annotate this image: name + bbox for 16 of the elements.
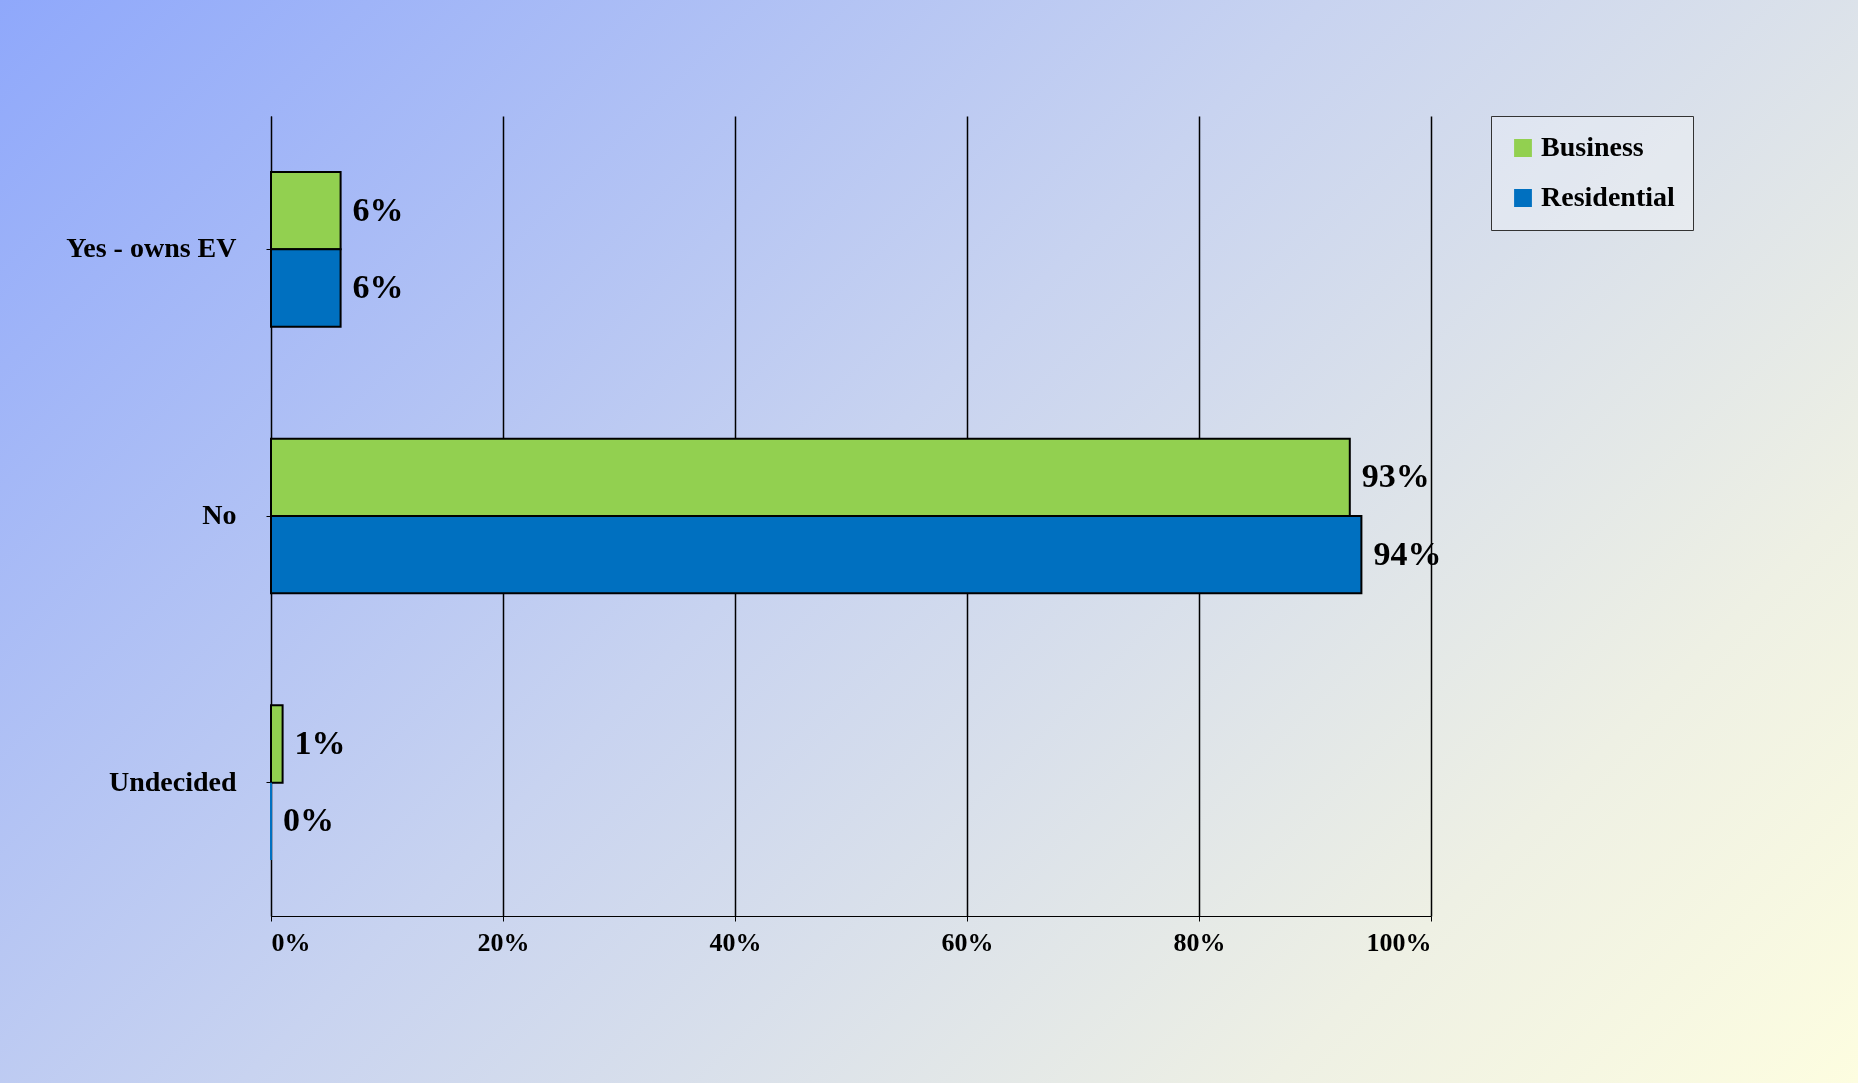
data-label: 93% <box>1361 457 1430 495</box>
x-tick-label: 0% <box>271 927 311 957</box>
x-tick-label: 100% <box>1366 927 1432 957</box>
data-label: 1% <box>294 724 346 761</box>
y-tick-label: No <box>202 499 237 530</box>
legend-label: Residential <box>1541 181 1675 212</box>
y-tick-label: Undecided <box>108 765 237 797</box>
y-tick-label: Yes - owns EV <box>66 232 237 264</box>
x-tick-label: 60% <box>941 927 994 957</box>
data-label: 6% <box>352 268 404 305</box>
legend-label: Business <box>1541 131 1644 162</box>
data-label: 0% <box>283 801 334 839</box>
x-tick-label: 20% <box>477 927 530 957</box>
data-label: 6% <box>352 190 404 228</box>
x-tick-label: 40% <box>709 927 762 957</box>
x-tick-label: 80% <box>1173 927 1226 957</box>
